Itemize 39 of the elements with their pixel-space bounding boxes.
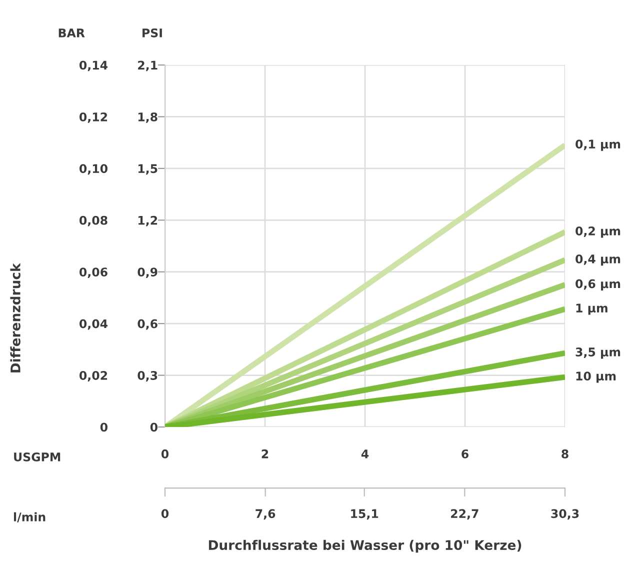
y2-axis-title: PSI — [142, 28, 162, 38]
text: BAR — [58, 28, 85, 38]
y2-tick-label: 1,2 — [138, 216, 158, 226]
x-tick-label: 8 — [562, 449, 568, 458]
series-label: 0,1 µm — [576, 140, 620, 151]
y-tick-label: 0,10 — [79, 164, 108, 175]
x2-tick-label: 7,6 — [256, 509, 276, 520]
y-tick-label: 0,12 — [79, 112, 108, 123]
y2-tick-label: 0,6 — [138, 319, 158, 330]
x-tick-label: 0 — [161, 449, 169, 458]
series-label: 0,6 µm — [576, 279, 620, 290]
y-tick-label: 0,04 — [79, 319, 108, 330]
y2-tick-label: 1,5 — [138, 164, 158, 175]
y-tick-label: 0,06 — [79, 268, 108, 278]
y2-tick-label: 1,8 — [138, 112, 158, 123]
y2-tick-label: 0,3 — [138, 371, 158, 382]
x2-tick-label: 22,7 — [451, 509, 478, 520]
x2-tick-label: 0 — [161, 509, 169, 518]
x2-tick-label: 15,1 — [351, 509, 378, 520]
y2-tick-label: 0,9 — [138, 268, 158, 278]
x-axis-title: Durchflussrate bei Wasser (pro 10" Kerze) — [208, 540, 522, 553]
y2-tick-label: 0 — [150, 422, 158, 432]
series-label: 10 µm — [576, 372, 616, 383]
x-tick-label: 6 — [462, 449, 468, 458]
y-tick-label: 0,02 — [79, 371, 108, 382]
y-axis-title: Differenzdruck — [10, 262, 20, 372]
series-label: 0,2 µm — [576, 226, 620, 238]
series-label: 0,4 µm — [576, 254, 620, 266]
x-tick-label: 2 — [262, 449, 268, 458]
text: USGPM — [14, 452, 60, 462]
x2-axis-title: l/min — [14, 512, 46, 522]
x2-tick-label: 30,3 — [551, 509, 579, 520]
y-tick-label: 0,08 — [79, 216, 108, 226]
y-tick-label: 0 — [100, 422, 108, 432]
series-label: 1 µm — [576, 304, 608, 315]
series-label: 3,5 µm — [576, 348, 620, 359]
y-tick-label: 0,14 — [79, 60, 108, 72]
y2-tick-label: 2,1 — [138, 60, 158, 72]
x-tick-label: 4 — [361, 450, 369, 458]
